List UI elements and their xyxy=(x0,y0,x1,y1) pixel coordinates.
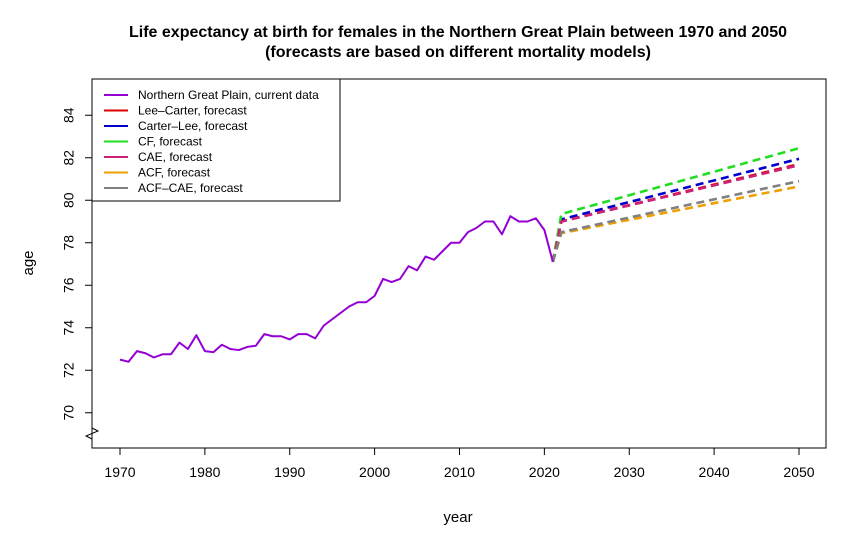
series-layer xyxy=(119,146,800,363)
y-tick-label: 78 xyxy=(61,235,77,251)
series-line-6 xyxy=(551,179,800,263)
series-line-0 xyxy=(119,215,554,363)
x-tick-label: 2040 xyxy=(699,464,730,480)
x-axis: 1970 1980 1990 2000 2010 2020 2030 2040 2050 xyxy=(104,447,815,480)
x-tick-label: 2030 xyxy=(614,464,645,480)
legend-box xyxy=(91,78,341,202)
y-tick-label: 82 xyxy=(61,150,77,166)
x-tick-label: 2050 xyxy=(783,464,814,480)
legend-label: ACF, forecast xyxy=(138,166,211,180)
y-tick-label: 70 xyxy=(61,405,77,421)
legend-label: CAE, forecast xyxy=(138,150,213,164)
legend-label: Northern Great Plain, current data xyxy=(138,88,319,102)
x-tick-label: 2010 xyxy=(444,464,475,480)
y-tick-label: 80 xyxy=(61,192,77,208)
axis-break-mark xyxy=(84,427,100,440)
legend: Northern Great Plain, current data Lee–Ca… xyxy=(91,78,341,202)
y-tick-label: 76 xyxy=(61,277,77,293)
y-axis: 70 72 74 76 78 80 82 84 xyxy=(61,107,93,421)
legend-label: CF, forecast xyxy=(138,135,203,149)
y-tick-label: 74 xyxy=(61,320,77,336)
y-tick-label: 72 xyxy=(61,362,77,378)
y-tick-label: 84 xyxy=(61,107,77,123)
x-tick-label: 2000 xyxy=(359,464,390,480)
series-line-4 xyxy=(551,163,800,263)
x-tick-label: 1970 xyxy=(104,464,135,480)
legend-label: ACF–CAE, forecast xyxy=(138,181,243,195)
y-axis-label: age xyxy=(20,250,37,275)
x-tick-label: 1980 xyxy=(189,464,220,480)
series-line-5 xyxy=(551,185,800,263)
series-line-3 xyxy=(551,146,800,263)
x-axis-label: year xyxy=(443,509,472,526)
chart-subtitle: (forecasts are based on different mortal… xyxy=(265,44,651,61)
legend-label: Lee–Carter, forecast xyxy=(138,104,247,118)
legend-label: Carter–Lee, forecast xyxy=(138,119,248,133)
chart-title: Life expectancy at birth for females in … xyxy=(129,24,787,41)
x-tick-label: 2020 xyxy=(529,464,560,480)
x-tick-label: 1990 xyxy=(274,464,305,480)
